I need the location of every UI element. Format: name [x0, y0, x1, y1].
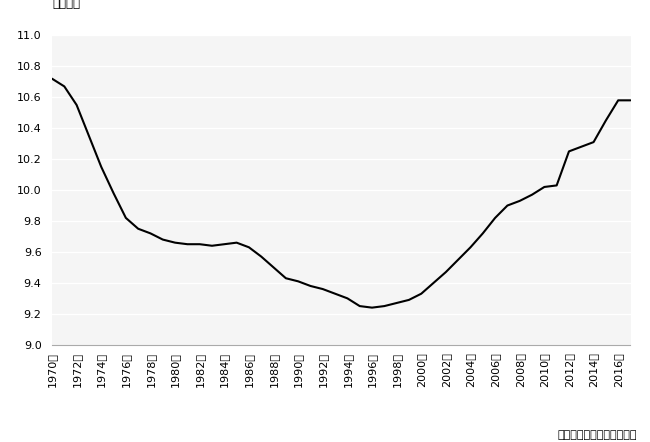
Text: 単位：％: 単位：％	[52, 0, 80, 10]
Text: 出典：総務省「人口推計」: 出典：総務省「人口推計」	[558, 430, 637, 440]
